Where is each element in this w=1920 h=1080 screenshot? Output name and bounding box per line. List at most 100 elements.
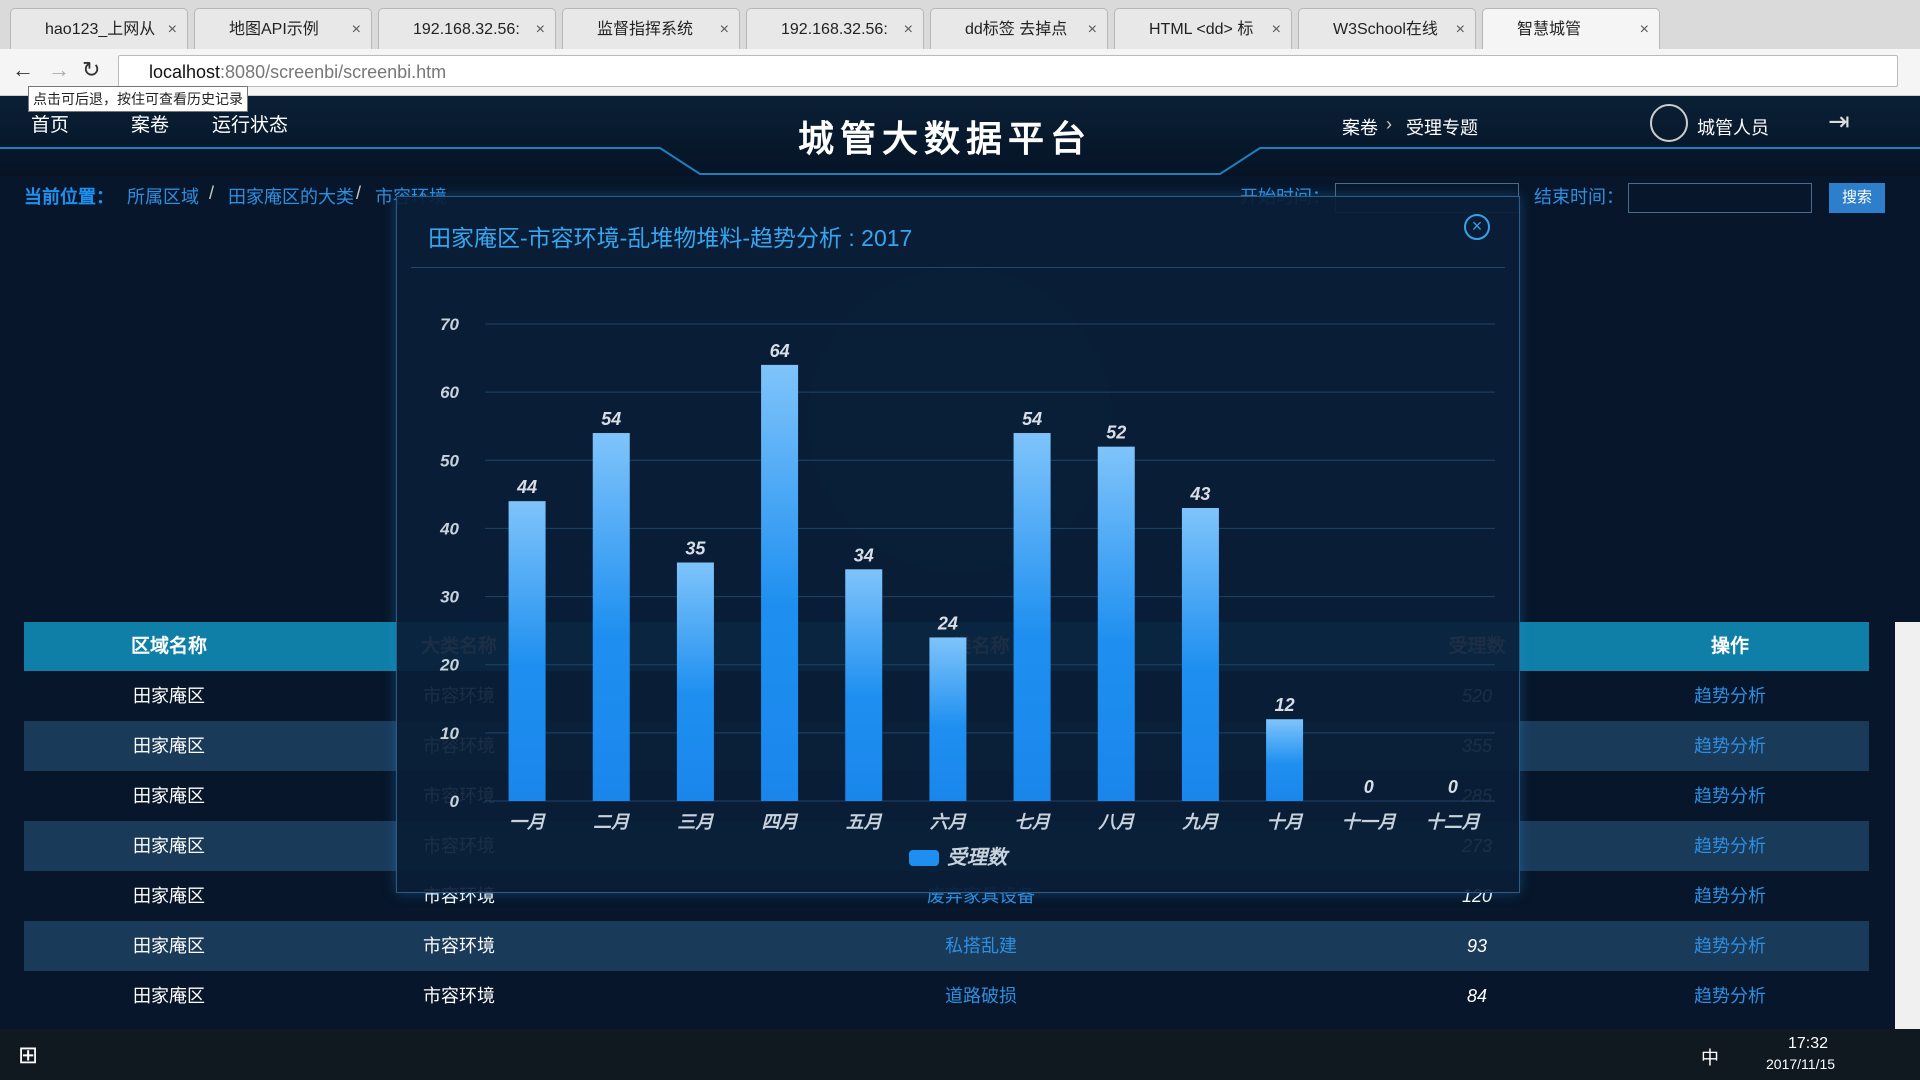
nav-item[interactable]: 首页 [31,115,70,136]
data-label: 54 [1022,409,1042,429]
tab-close[interactable]: × [719,21,729,38]
data-label: 12 [1275,695,1295,715]
table-cell: 田家庵区 [133,786,205,806]
x-tick-label: 一月 [509,812,546,832]
back-button[interactable]: ← [12,57,34,82]
dialog-title: 田家庵区-市容环境-乱堆物堆料-趋势分析 : 2017 [428,225,913,251]
header-crumb[interactable]: 受理专题 [1406,118,1478,138]
scrollbar[interactable] [1895,622,1920,1029]
breadcrumb-sep: / [209,183,215,203]
tab-title: 192.168.32.56: [413,21,520,38]
table-row [24,921,1869,971]
x-tick-label: 八月 [1097,812,1135,832]
data-label: 0 [1448,777,1458,797]
ime-indicator[interactable]: 中 [1701,1048,1719,1068]
crumb-arrow: › [1386,114,1392,134]
header-crumb[interactable]: 案卷 [1342,118,1378,138]
tab-close[interactable]: × [167,21,177,38]
trend-link[interactable]: 趋势分析 [1694,836,1766,856]
x-tick-label: 四月 [762,812,799,832]
forward-button: → [48,57,70,82]
trend-link[interactable]: 趋势分析 [1694,936,1766,956]
end-label: 结束时间： [1534,187,1624,207]
nav-item[interactable]: 运行状态 [212,115,289,136]
x-tick-label: 七月 [1014,812,1051,832]
tab-title: W3School在线 [1333,21,1438,38]
breadcrumb-item[interactable]: 田家庵区的大类 [228,187,354,207]
data-label: 64 [770,341,790,361]
data-label: 24 [937,613,958,633]
user-icon [1650,104,1688,142]
tab-close[interactable]: × [1455,21,1465,38]
data-label: 0 [1364,777,1374,797]
header-frame [0,147,1920,175]
tab-close[interactable]: × [1639,21,1649,38]
table-cell: 市容环境 [423,936,495,956]
breadcrumb-item[interactable]: 所属区域 [127,187,199,207]
data-label: 43 [1189,484,1210,504]
tab-close[interactable]: × [903,21,913,38]
x-tick-label: 六月 [930,812,967,832]
browser-tab[interactable]: 智慧城管 × [1482,8,1660,49]
trend-link[interactable]: 趋势分析 [1694,736,1766,756]
table-cell: 田家庵区 [133,936,205,956]
table-cell: 93 [1466,936,1488,956]
y-tick-label: 0 [450,792,460,811]
legend-label: 受理数 [947,846,1010,869]
clock-time[interactable]: 17:32 [1788,1035,1829,1052]
nav-item[interactable]: 案卷 [131,115,170,136]
bar [592,433,630,801]
y-tick-label: 50 [440,451,459,470]
end-input[interactable] [1628,183,1812,213]
y-tick-label: 20 [439,656,459,675]
reload-button[interactable]: ↻ [82,57,101,82]
x-tick-label: 十月 [1267,812,1304,832]
y-tick-label: 40 [439,519,459,538]
close-button[interactable]: × [1464,214,1490,240]
trend-link[interactable]: 趋势分析 [1694,886,1766,906]
x-tick-label: 十二月 [1426,812,1481,832]
trend-link[interactable]: 趋势分析 [1694,786,1766,806]
tab-title: hao123_上网从 [45,21,156,38]
bar [508,501,546,801]
browser-tab[interactable]: W3School在线 × [1298,8,1476,49]
trend-link[interactable]: 趋势分析 [1694,986,1766,1006]
browser-tab[interactable]: dd标签 去掉点 × [930,8,1108,49]
logout-icon[interactable]: ⇥ [1828,106,1850,136]
bar [1181,507,1219,801]
x-tick-label: 十一月 [1342,812,1397,832]
tab-close[interactable]: × [1271,21,1281,38]
table-cell: 私搭乱建 [945,936,1017,956]
table-cell: 道路破损 [945,986,1017,1006]
bar [929,637,967,801]
data-label: 35 [685,539,706,559]
trend-dialog: 田家庵区-市容环境-乱堆物堆料-趋势分析 : 2017 × 0 10 20 30 40 5… [396,196,1520,893]
y-tick-label: 10 [440,724,459,743]
url-field[interactable]: localhost:8080/screenbi/screenbi.htm [118,55,1898,87]
start-button[interactable]: ⊞ [18,1042,39,1069]
table-cell: 田家庵区 [133,886,205,906]
browser-tab[interactable]: 监督指挥系统 × [562,8,740,49]
user-name[interactable]: 城管人员 [1697,118,1769,138]
browser-tab[interactable]: 地图API示例 × [194,8,372,49]
tab-close[interactable]: × [1087,21,1097,38]
search-button[interactable]: 搜索 [1829,183,1885,213]
bar [1013,433,1051,801]
column-header: 区域名称 [130,636,208,657]
browser-tab[interactable]: 192.168.32.56: × [746,8,924,49]
table-cell: 田家庵区 [133,686,205,706]
browser-tab[interactable]: 192.168.32.56: × [378,8,556,49]
tab-close[interactable]: × [351,21,361,38]
table-row [24,971,1869,1021]
bar [1097,446,1135,801]
clock-date[interactable]: 2017/11/15 [1766,1056,1836,1072]
x-tick-label: 五月 [846,812,883,832]
browser-tab[interactable]: hao123_上网从 × [10,8,188,49]
tab-title: HTML <dd> 标 [1149,21,1254,38]
trend-link[interactable]: 趋势分析 [1694,686,1766,706]
tab-close[interactable]: × [535,21,545,38]
browser-tab[interactable]: HTML <dd> 标 × [1114,8,1292,49]
tab-strip: hao123_上网从 × 地图API示例 × 192.168.32.56: × 监督指挥系统… [0,0,1920,49]
tab-title: 地图API示例 [229,21,319,38]
